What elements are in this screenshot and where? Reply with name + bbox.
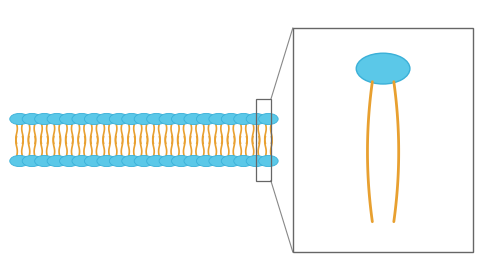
Circle shape bbox=[147, 113, 166, 125]
Circle shape bbox=[197, 155, 216, 167]
Circle shape bbox=[35, 113, 54, 125]
Circle shape bbox=[10, 113, 29, 125]
Circle shape bbox=[97, 113, 117, 125]
Circle shape bbox=[197, 113, 216, 125]
Circle shape bbox=[122, 113, 142, 125]
Circle shape bbox=[60, 113, 79, 125]
Circle shape bbox=[246, 113, 266, 125]
Circle shape bbox=[184, 113, 203, 125]
Circle shape bbox=[209, 113, 228, 125]
Circle shape bbox=[246, 155, 266, 167]
Circle shape bbox=[259, 113, 278, 125]
Circle shape bbox=[22, 155, 42, 167]
Circle shape bbox=[184, 155, 203, 167]
Circle shape bbox=[84, 155, 104, 167]
Circle shape bbox=[72, 113, 92, 125]
Circle shape bbox=[259, 155, 278, 167]
Circle shape bbox=[172, 155, 191, 167]
Circle shape bbox=[47, 155, 67, 167]
Circle shape bbox=[10, 155, 29, 167]
Circle shape bbox=[97, 155, 117, 167]
Circle shape bbox=[222, 113, 241, 125]
Circle shape bbox=[159, 155, 179, 167]
Circle shape bbox=[72, 155, 92, 167]
Circle shape bbox=[222, 155, 241, 167]
Circle shape bbox=[122, 155, 142, 167]
Circle shape bbox=[356, 53, 410, 84]
Circle shape bbox=[234, 113, 253, 125]
Circle shape bbox=[22, 113, 42, 125]
Circle shape bbox=[35, 155, 54, 167]
Circle shape bbox=[209, 155, 228, 167]
Circle shape bbox=[147, 155, 166, 167]
Circle shape bbox=[109, 113, 129, 125]
Circle shape bbox=[159, 113, 179, 125]
Circle shape bbox=[60, 155, 79, 167]
Circle shape bbox=[84, 113, 104, 125]
Bar bbox=[293, 28, 473, 252]
Bar bbox=[256, 99, 271, 181]
Circle shape bbox=[109, 155, 129, 167]
Circle shape bbox=[134, 113, 154, 125]
Circle shape bbox=[134, 155, 154, 167]
Circle shape bbox=[234, 155, 253, 167]
Circle shape bbox=[172, 113, 191, 125]
Circle shape bbox=[47, 113, 67, 125]
